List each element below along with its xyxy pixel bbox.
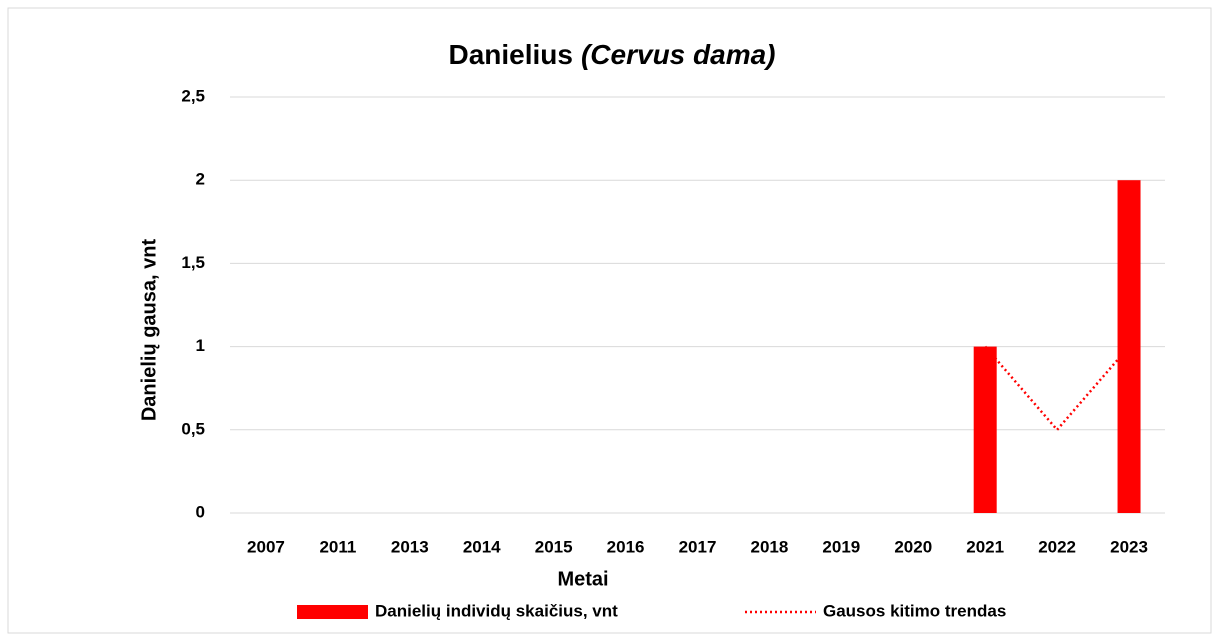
x-tick-label: 2015: [535, 537, 573, 556]
legend-label: Gausos kitimo trendas: [823, 601, 1006, 620]
y-tick-label: 0,5: [181, 419, 205, 438]
title-main: Danielius: [449, 39, 573, 70]
y-tick-label: 1,5: [181, 253, 205, 272]
chart-title: Danielius (Cervus dama): [449, 39, 776, 70]
y-tick-label: 2,5: [181, 86, 205, 105]
bar: [1117, 180, 1141, 513]
y-tick-label: 2: [196, 170, 205, 189]
y-tick-label: 0: [196, 502, 205, 521]
x-tick-label: 2007: [247, 537, 285, 556]
x-tick-label: 2013: [391, 537, 429, 556]
x-axis-label: Metai: [557, 568, 608, 590]
x-tick-label: 2019: [822, 537, 860, 556]
y-tick-label: 1: [196, 336, 205, 355]
trend-line: [984, 345, 1130, 432]
chart-border: [7, 7, 1212, 634]
x-tick-label: 2016: [607, 537, 645, 556]
x-tick-label: 2017: [679, 537, 717, 556]
legend-label: Danielių individų skaičius, vnt: [375, 601, 618, 620]
x-tick-label: 2011: [319, 537, 356, 556]
title-species: (Cervus dama): [581, 39, 776, 70]
x-tick-label: 2020: [894, 537, 932, 556]
bar: [973, 346, 997, 513]
x-tick-label: 2014: [463, 537, 501, 556]
legend-swatch: [297, 605, 368, 619]
y-axis-label: Danielių gausa, vnt: [138, 239, 160, 422]
x-tick-label: 2022: [1038, 537, 1076, 556]
x-tick-label: 2021: [966, 537, 1004, 556]
x-tick-label: 2018: [751, 537, 789, 556]
x-tick-label: 2023: [1110, 537, 1148, 556]
